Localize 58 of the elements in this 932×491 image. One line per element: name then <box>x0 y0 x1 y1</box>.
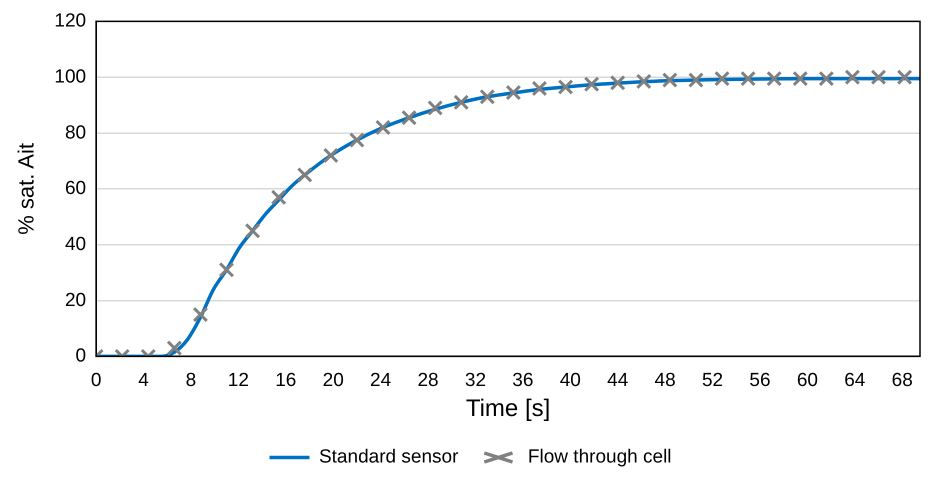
y-axis-title: % sat. Ait <box>13 143 38 235</box>
point <box>740 70 756 86</box>
x-tick-label: 28 <box>417 370 439 392</box>
point <box>296 167 313 183</box>
point <box>662 72 678 88</box>
x-tick-label: 56 <box>749 370 771 392</box>
point <box>453 94 470 110</box>
x-tick-label: 52 <box>702 370 724 392</box>
y-tick-label: 60 <box>64 178 86 200</box>
point <box>244 222 260 239</box>
x-tick-label: 4 <box>138 370 150 392</box>
x-tick-label: 20 <box>322 370 344 392</box>
point <box>714 70 730 86</box>
x-tick-label: 48 <box>654 370 676 392</box>
y-tick-label: 100 <box>54 66 86 88</box>
point <box>218 262 234 278</box>
point <box>427 100 444 116</box>
x-tick-label: 0 <box>90 370 102 392</box>
point <box>375 120 391 136</box>
y-tick-label: 20 <box>64 290 86 311</box>
point <box>270 189 287 206</box>
x-tick-label: 60 <box>796 370 818 392</box>
point <box>349 132 365 148</box>
x-tick-label: 64 <box>844 370 866 392</box>
point <box>870 69 886 86</box>
y-tick-label: 0 <box>76 346 86 367</box>
y-tick-label: 120 <box>54 10 86 32</box>
x-tick-label: 12 <box>228 370 249 392</box>
point <box>818 70 834 86</box>
point <box>506 84 522 100</box>
point <box>844 69 860 86</box>
point <box>896 69 912 86</box>
point <box>401 110 417 126</box>
x-tick-label: 68 <box>892 370 913 392</box>
point <box>584 76 600 92</box>
x-tick-label: 16 <box>275 370 296 392</box>
point <box>166 340 182 356</box>
point <box>688 72 704 88</box>
x-axis-title: Time [s] <box>466 395 550 422</box>
point <box>636 74 652 90</box>
x-tick-label: 24 <box>370 370 392 392</box>
point <box>792 70 808 86</box>
point <box>479 88 496 105</box>
point <box>322 148 339 164</box>
y-tick-label: 40 <box>64 234 86 255</box>
point <box>610 74 626 91</box>
legend-label: Flow through cell <box>528 446 672 468</box>
point <box>192 306 208 322</box>
x-tick-label: 44 <box>607 370 629 392</box>
point <box>558 79 574 95</box>
x-tick-label: 8 <box>186 370 196 392</box>
x-tick-label: 36 <box>512 370 534 392</box>
point <box>532 80 548 96</box>
legend-label: Standard sensor <box>318 446 460 468</box>
y-tick-label: 80 <box>64 122 86 144</box>
x-tick-label: 40 <box>560 370 581 392</box>
x-tick-label: 32 <box>464 370 486 392</box>
point <box>766 70 782 86</box>
